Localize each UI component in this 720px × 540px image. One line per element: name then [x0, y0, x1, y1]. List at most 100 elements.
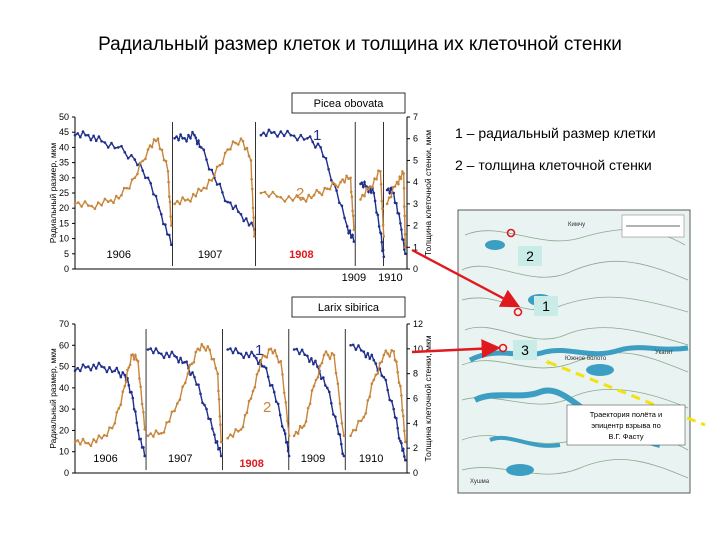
picea-series-2-point	[176, 199, 179, 203]
larix-series-1-point	[179, 356, 182, 360]
larix-series-1-point	[260, 364, 264, 368]
larix-series-1-point	[165, 351, 168, 355]
picea-series-1-point	[382, 255, 386, 259]
picea-series-2-point	[156, 137, 160, 140]
picea-y2tick-label: 2	[413, 221, 418, 231]
larix-series-1-point	[213, 433, 216, 437]
larix-series-1-point	[201, 401, 204, 405]
larix-series-1-point	[386, 388, 390, 392]
picea-series-2-point	[251, 206, 255, 210]
picea-series-1-point	[215, 183, 219, 186]
picea-series-1-point	[193, 133, 196, 137]
picea-series-1-point	[352, 240, 356, 243]
picea-series-2-point	[213, 174, 216, 177]
larix-ytick-label: 0	[64, 468, 69, 478]
picea-series-2-point	[90, 204, 93, 208]
picea-series-2-point	[349, 176, 352, 180]
larix-series-1-point	[397, 437, 401, 440]
larix-series-1-point	[211, 427, 214, 431]
picea-series-1-point	[338, 201, 341, 204]
larix-ytick-label: 10	[59, 447, 69, 457]
larix-series-2-point	[89, 444, 93, 448]
picea-series-2-point	[207, 178, 211, 182]
larix-series-2-point	[279, 360, 283, 363]
picea-series-2-point	[375, 177, 378, 181]
picea-series-1-point	[250, 221, 253, 225]
picea-y2tick-label: 0	[413, 264, 418, 274]
larix-series-2-point	[294, 430, 298, 434]
larix-series-2-point	[330, 352, 334, 355]
larix-series-1-point	[132, 407, 136, 411]
larix-series-2-point	[154, 429, 158, 433]
picea-series-2-point	[402, 186, 406, 190]
map-epicenter-icon: +	[545, 358, 551, 369]
picea-series-2-point	[382, 235, 386, 238]
larix-series-2-point	[132, 358, 136, 361]
larix-series-2-point	[181, 385, 184, 389]
picea-series-1-point	[377, 225, 381, 228]
larix-series-1-point	[328, 390, 331, 394]
picea-series-1-point	[187, 133, 190, 137]
larix-series-2-point	[376, 372, 380, 375]
picea-series-2-point	[279, 196, 283, 199]
map-river	[489, 435, 561, 448]
picea-y2label: Толщина клеточной стенки, мкм	[423, 130, 433, 256]
picea-ytick-label: 10	[59, 234, 69, 244]
picea-series-1-point	[76, 132, 79, 135]
larix-series-1-point	[340, 442, 343, 446]
picea-ytick-label: 15	[59, 218, 69, 228]
map-label-khushma: Хушма	[470, 479, 490, 485]
picea-series-1-point	[361, 185, 365, 189]
larix-series-2-point	[128, 363, 132, 367]
picea-series-1-point	[282, 134, 286, 138]
picea-series-1-point	[302, 138, 306, 141]
map-caption-line: эпицентр взрыва по	[591, 421, 661, 430]
picea-series-2-point	[202, 186, 206, 190]
map-caption-line: Траектория полёта и	[590, 410, 662, 419]
larix-series-2-point	[188, 363, 192, 367]
larix-series-1-point	[209, 417, 212, 421]
picea-series-1-point	[154, 194, 158, 198]
larix-year-label: 1909	[301, 453, 325, 465]
picea-series-2-point	[109, 199, 113, 202]
picea-series-2-point	[73, 202, 77, 206]
picea-series-1-point	[369, 191, 373, 194]
larix-series-1-point	[364, 355, 368, 359]
larix-series-2-point	[123, 384, 127, 388]
larix-series-2-point	[340, 421, 344, 425]
larix-series-1-point	[127, 384, 131, 387]
larix-series-1-point	[272, 390, 276, 394]
larix-series-2-point	[131, 353, 135, 356]
picea-series-1-point	[367, 190, 370, 194]
larix-series-2-point	[136, 360, 140, 363]
picea-series-1-point	[141, 169, 144, 172]
picea-series-2-point	[359, 198, 362, 201]
picea-series-1-point	[110, 141, 113, 145]
picea-series-1-point	[179, 133, 182, 136]
larix-series-1-point	[402, 447, 405, 451]
larix-series-2-point	[255, 373, 259, 376]
picea-series-1-point	[162, 222, 165, 226]
larix-series-1-point	[136, 429, 140, 432]
picea-series-1-point	[299, 133, 303, 137]
picea-series-1-point	[340, 204, 344, 208]
larix-series-1-point	[298, 352, 301, 356]
larix-series-2-point	[368, 395, 372, 398]
larix-series-1-point	[181, 361, 184, 365]
larix-ytick-label: 60	[59, 340, 69, 350]
larix-series-2-point	[84, 441, 87, 445]
picea-series-2-point	[205, 187, 208, 190]
larix-series-1-point	[278, 413, 282, 417]
picea-series-1-point	[324, 157, 328, 160]
picea-series-2-point	[369, 185, 372, 188]
larix-series-2-point	[194, 350, 198, 354]
picea-y2tick-label: 3	[413, 199, 418, 209]
map-lake	[506, 464, 534, 476]
larix-series-2-point	[218, 415, 222, 418]
larix-series-1-point	[242, 356, 245, 360]
larix-series-2-point	[217, 397, 221, 401]
picea-series-1-line	[260, 128, 355, 242]
picea-series-1-point	[400, 228, 403, 231]
larix-series-1-point	[404, 458, 407, 462]
larix-series-1-point	[324, 384, 327, 387]
